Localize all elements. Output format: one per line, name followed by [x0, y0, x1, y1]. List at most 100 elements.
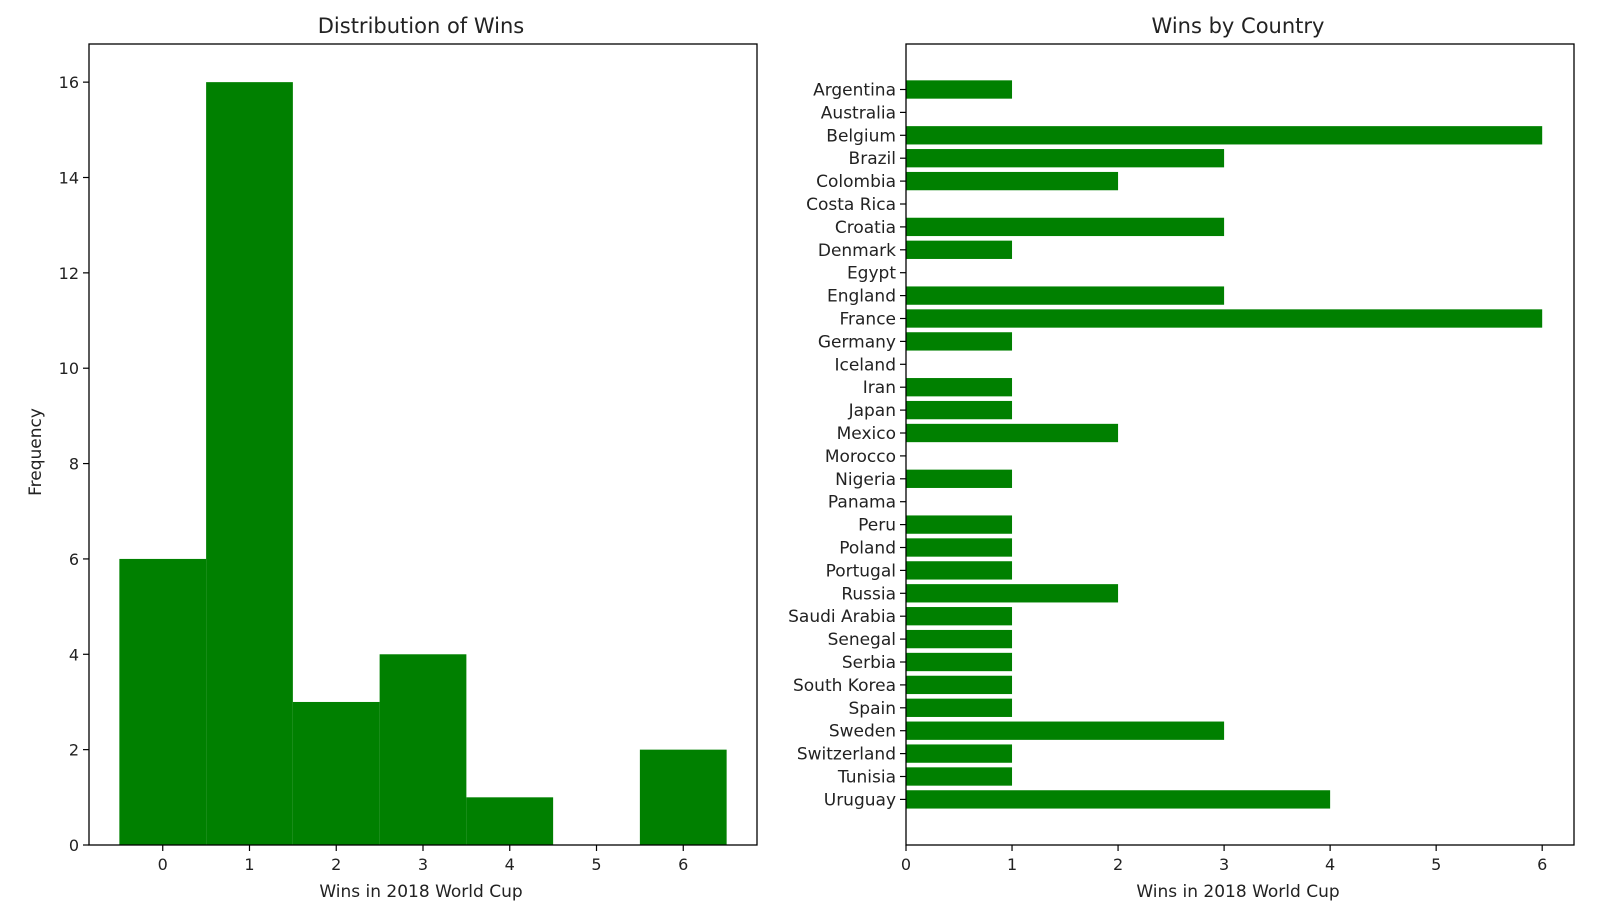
country-label: Denmark — [818, 241, 896, 261]
histogram-bar — [379, 654, 467, 845]
country-label: Croatia — [835, 218, 896, 238]
country-label: Belgium — [826, 126, 896, 146]
country-bar — [906, 400, 1013, 420]
country-label: Panama — [828, 493, 896, 513]
country-label: Iceland — [834, 355, 896, 375]
country-x-tick-label: 3 — [1219, 855, 1229, 874]
country-label: Mexico — [837, 424, 896, 444]
histogram-x-tick-label: 3 — [418, 855, 428, 874]
histogram-y-tick-label: 14 — [59, 169, 79, 188]
country-x-axis-label: Wins in 2018 World Cup — [1136, 882, 1339, 902]
country-label: Japan — [848, 401, 896, 421]
country-x-tick-label: 2 — [1113, 855, 1123, 874]
country-label: Sweden — [829, 722, 896, 742]
country-label: France — [839, 310, 896, 330]
histogram-y-tick-label: 4 — [69, 645, 79, 664]
country-x-tick-label: 1 — [1007, 855, 1017, 874]
country-bar — [906, 629, 1013, 649]
country-label: Portugal — [826, 561, 896, 581]
country-bar — [906, 171, 1119, 191]
histogram-bar — [466, 797, 554, 845]
histogram-y-tick-label: 6 — [69, 550, 79, 569]
country-bar — [906, 607, 1013, 626]
country-bar — [906, 332, 1013, 351]
histogram-bar — [292, 701, 380, 845]
country-bar — [906, 744, 1013, 763]
histogram-bar — [206, 82, 293, 845]
country-label: Colombia — [816, 172, 896, 192]
country-label: Brazil — [849, 149, 896, 169]
country-x-tick-label: 6 — [1537, 855, 1547, 874]
histogram-y-tick-label: 2 — [69, 741, 79, 760]
histogram-plot-frame — [88, 43, 758, 846]
histogram-y-tick-label: 12 — [59, 264, 79, 283]
country-bar — [906, 126, 1543, 145]
histogram-bars — [119, 82, 727, 845]
country-label: Saudi Arabia — [788, 607, 896, 627]
country-x-tick-label: 0 — [901, 855, 911, 874]
country-bar — [906, 790, 1331, 809]
histogram-bar — [639, 749, 727, 845]
country-label: Costa Rica — [806, 195, 896, 215]
country-bar — [906, 561, 1013, 580]
country-plot-frame — [905, 43, 1575, 846]
country-bar — [906, 698, 1013, 717]
country-bar — [906, 217, 1225, 237]
country-bar — [906, 309, 1543, 328]
histogram-y-axis-label: Frequency — [26, 408, 46, 496]
histogram-y-tick-label: 0 — [69, 836, 79, 855]
country-bar — [906, 584, 1119, 603]
country-label: Poland — [839, 539, 896, 559]
country-bars — [906, 80, 1543, 809]
country-label: Argentina — [813, 81, 896, 101]
country-label: South Korea — [793, 676, 896, 696]
histogram-y-tick-label: 16 — [59, 73, 79, 92]
country-bar — [906, 721, 1225, 740]
country-label: Tunisia — [837, 768, 896, 788]
country-label: Germany — [818, 332, 896, 352]
histogram-x-tick-label: 6 — [678, 855, 688, 874]
country-bar — [906, 515, 1013, 534]
country-bar — [906, 378, 1013, 397]
country-bar — [906, 80, 1013, 99]
histogram-y-tick-label: 8 — [69, 455, 79, 474]
country-label: Iran — [863, 378, 896, 398]
country-x-tick-label: 5 — [1431, 855, 1441, 874]
country-label: Egypt — [847, 264, 896, 284]
country-bar — [906, 469, 1013, 488]
histogram-x-tick-label: 1 — [244, 855, 254, 874]
country-label: Spain — [849, 699, 897, 719]
country-chart-title: Wins by Country — [1152, 14, 1325, 38]
country-bar — [906, 240, 1013, 259]
country-bar — [906, 538, 1013, 557]
country-label: Senegal — [828, 630, 896, 650]
country-label: Australia — [821, 103, 896, 123]
country-bar — [906, 286, 1225, 305]
country-label: Switzerland — [797, 745, 896, 765]
country-bar — [906, 767, 1013, 786]
histogram-title: Distribution of Wins — [318, 14, 525, 38]
country-bar-panel: Wins by Country Wins in 2018 World Cup A… — [788, 14, 1575, 902]
country-bar — [906, 675, 1013, 695]
country-label: England — [827, 287, 896, 307]
country-label: Uruguay — [824, 790, 896, 810]
histogram-y-tick-label: 10 — [59, 359, 79, 378]
country-label: Russia — [841, 584, 896, 604]
histogram-bar — [119, 558, 207, 845]
country-bar — [906, 423, 1119, 443]
histogram-x-tick-label: 5 — [591, 855, 601, 874]
country-label: Peru — [858, 516, 896, 536]
country-label: Morocco — [825, 447, 896, 467]
country-label: Serbia — [842, 653, 896, 673]
histogram-x-tick-label: 2 — [331, 855, 341, 874]
histogram-x-tick-label: 4 — [505, 855, 515, 874]
country-label: Nigeria — [835, 470, 896, 490]
country-bar — [906, 149, 1225, 168]
country-x-tick-label: 4 — [1325, 855, 1335, 874]
histogram-panel: Distribution of Wins Frequency Wins in 2… — [26, 14, 758, 902]
histogram-x-tick-label: 0 — [158, 855, 168, 874]
histogram-x-axis-label: Wins in 2018 World Cup — [319, 882, 522, 902]
